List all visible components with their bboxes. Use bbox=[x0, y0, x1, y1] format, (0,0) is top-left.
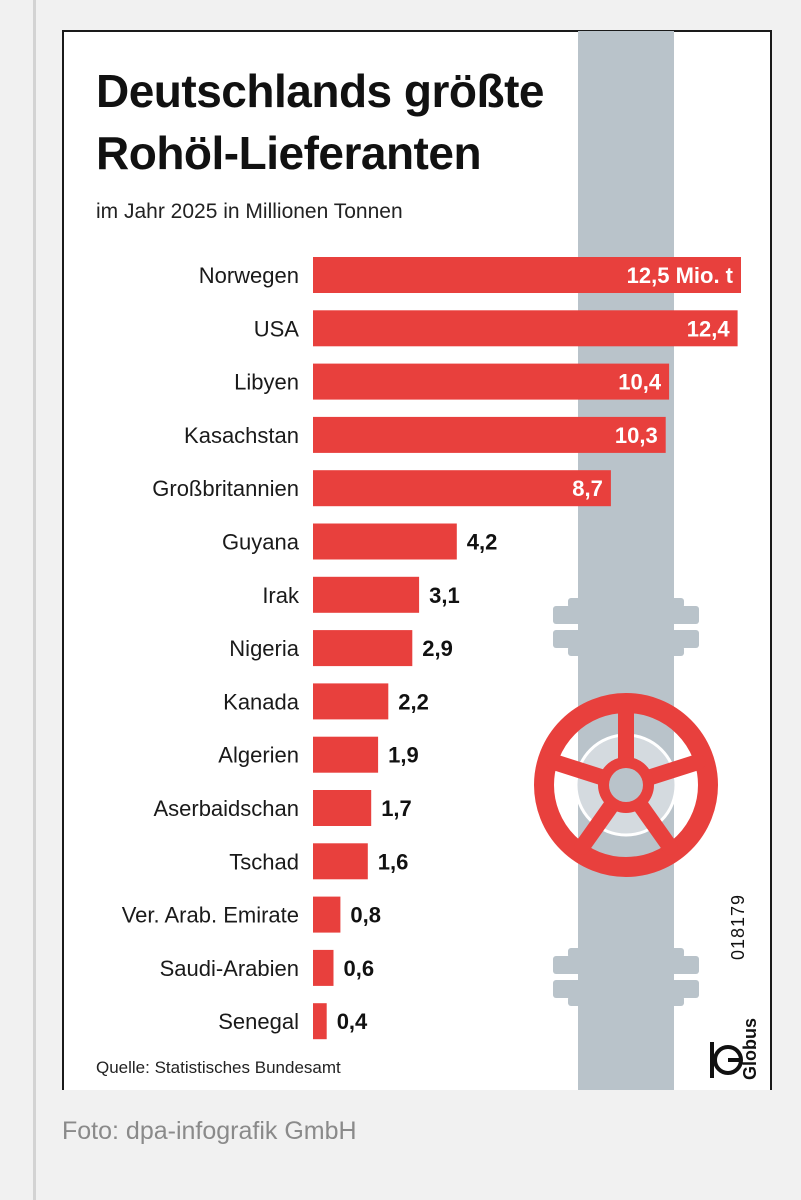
category-label: Kasachstan bbox=[184, 423, 299, 448]
bar bbox=[313, 470, 611, 507]
bar bbox=[313, 363, 670, 400]
category-label: Algerien bbox=[218, 743, 299, 768]
value-label: 0,8 bbox=[350, 903, 381, 928]
value-label: 2,2 bbox=[398, 689, 429, 714]
value-label: 4,2 bbox=[467, 530, 498, 555]
category-label: Nigeria bbox=[229, 636, 299, 661]
category-label: Norwegen bbox=[199, 263, 299, 288]
category-label: Guyana bbox=[222, 530, 300, 555]
bar bbox=[313, 683, 389, 720]
chart-title-line2: Rohöl-Lieferanten bbox=[96, 127, 482, 179]
category-label: Kanada bbox=[223, 689, 300, 714]
category-label: Tschad bbox=[229, 849, 299, 874]
chart-subtitle: im Jahr 2025 in Millionen Tonnen bbox=[96, 200, 403, 223]
value-label: 1,9 bbox=[388, 743, 419, 768]
bar bbox=[313, 576, 420, 613]
category-label: Großbritannien bbox=[152, 476, 299, 501]
bar bbox=[313, 416, 666, 453]
value-label: 0,6 bbox=[344, 956, 375, 981]
category-label: USA bbox=[254, 316, 300, 341]
bar bbox=[313, 523, 457, 560]
category-label: Senegal bbox=[218, 1009, 299, 1034]
bar bbox=[313, 1003, 327, 1040]
bar bbox=[313, 843, 368, 880]
chart-title-line1: Deutschlands größte bbox=[96, 65, 545, 117]
category-label: Ver. Arab. Emirate bbox=[122, 903, 299, 928]
page-left-rule bbox=[33, 0, 36, 1200]
bar bbox=[313, 949, 334, 986]
value-label: 1,7 bbox=[381, 796, 412, 821]
upper-flange bbox=[553, 598, 699, 656]
bar bbox=[313, 896, 341, 933]
bar bbox=[313, 736, 379, 773]
value-label: 0,4 bbox=[337, 1009, 368, 1034]
value-label: 12,4 bbox=[687, 316, 731, 341]
category-label: Saudi-Arabien bbox=[160, 956, 299, 981]
lower-flange bbox=[553, 948, 699, 1006]
value-label: 8,7 bbox=[572, 476, 603, 501]
value-label: 2,9 bbox=[422, 636, 453, 661]
category-label: Aserbaidschan bbox=[153, 796, 299, 821]
value-label: 1,6 bbox=[378, 849, 409, 874]
chart-title: Deutschlands größte Rohöl-Lieferanten bbox=[96, 60, 596, 184]
bar bbox=[313, 790, 372, 826]
globus-logo-icon bbox=[710, 1042, 743, 1078]
category-label: Libyen bbox=[234, 370, 299, 395]
value-label: 10,4 bbox=[618, 370, 662, 395]
value-label: 12,5 Mio. t bbox=[627, 263, 734, 288]
source-note: Quelle: Statistisches Bundesamt bbox=[96, 1058, 341, 1077]
bar bbox=[313, 257, 741, 293]
category-label: Irak bbox=[262, 583, 300, 608]
photo-caption: Foto: dpa-infografik GmbH bbox=[62, 1117, 357, 1145]
value-label: 3,1 bbox=[429, 583, 460, 608]
pipe bbox=[578, 31, 674, 1090]
bar bbox=[313, 630, 413, 667]
bar bbox=[313, 310, 738, 347]
valve-wheel bbox=[534, 693, 718, 877]
value-label: 10,3 bbox=[615, 423, 658, 448]
graphic-number: 018179 bbox=[728, 893, 748, 960]
